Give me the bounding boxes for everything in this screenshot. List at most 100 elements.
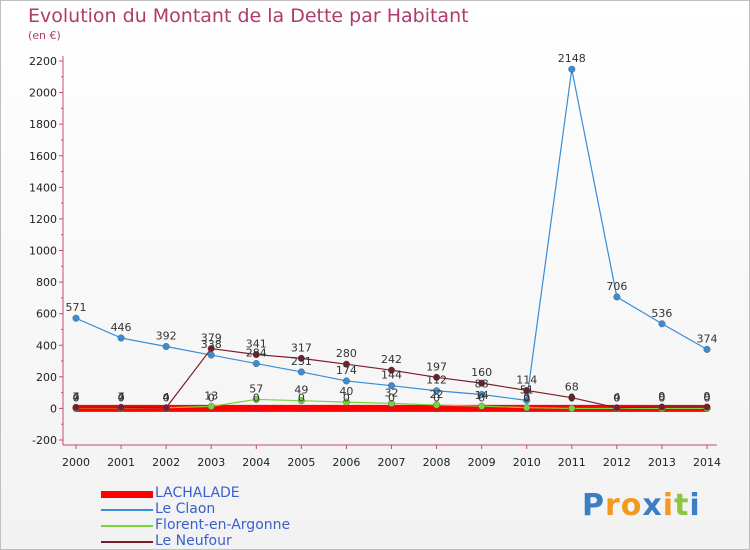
legend-label: Le Claon bbox=[155, 501, 216, 517]
chart-title: Evolution du Montant de la Dette par Hab… bbox=[28, 5, 469, 27]
logo-letter: r bbox=[605, 488, 621, 523]
data-point-2 bbox=[478, 402, 486, 410]
logo-letter: i bbox=[689, 488, 701, 523]
data-label-1: 88 bbox=[475, 378, 489, 391]
data-label-0: 0 bbox=[704, 391, 711, 404]
data-point-3 bbox=[568, 394, 576, 402]
y-tick-label: 1200 bbox=[29, 213, 57, 226]
data-label-1: 51 bbox=[520, 383, 534, 396]
data-label-1: 446 bbox=[111, 321, 132, 334]
y-tick-label: 600 bbox=[36, 308, 57, 321]
data-point-1 bbox=[162, 343, 170, 351]
data-label-1: 536 bbox=[651, 307, 672, 320]
data-label-3: 4 bbox=[613, 391, 620, 404]
legend-swatch bbox=[101, 509, 153, 511]
data-point-2 bbox=[252, 395, 260, 403]
data-point-3 bbox=[433, 373, 441, 381]
data-point-2 bbox=[297, 397, 305, 405]
data-point-1 bbox=[658, 320, 666, 328]
data-label-2: 0 bbox=[658, 391, 665, 404]
data-label-3: 197 bbox=[426, 360, 447, 373]
data-label-1: 112 bbox=[426, 374, 447, 387]
data-label-2: 5 bbox=[523, 391, 530, 404]
x-tick-label: 2010 bbox=[513, 456, 541, 469]
data-label-1: 571 bbox=[66, 301, 87, 314]
data-label-0: 0 bbox=[208, 391, 215, 404]
logo-letter: t bbox=[674, 488, 690, 523]
x-tick-label: 2013 bbox=[648, 456, 676, 469]
data-label-1: 174 bbox=[336, 364, 357, 377]
y-tick-label: 2000 bbox=[29, 87, 57, 100]
data-label-2: 22 bbox=[430, 388, 444, 401]
x-tick-label: 2004 bbox=[242, 456, 270, 469]
logo-letter: P bbox=[582, 488, 605, 523]
data-point-3 bbox=[658, 403, 666, 411]
data-label-0: 0 bbox=[298, 391, 305, 404]
data-point-2 bbox=[342, 398, 350, 406]
data-label-3: 7 bbox=[118, 390, 125, 403]
data-label-2: 4 bbox=[163, 391, 170, 404]
legend-swatch bbox=[101, 490, 153, 498]
data-label-0: 0 bbox=[613, 391, 620, 404]
legend-swatch bbox=[101, 541, 153, 543]
data-point-0 bbox=[342, 404, 350, 412]
data-point-1 bbox=[207, 351, 215, 359]
data-label-2: 49 bbox=[294, 384, 308, 397]
data-label-1: 392 bbox=[156, 330, 177, 343]
data-point-2 bbox=[433, 401, 441, 409]
legend-label: Le Neufour bbox=[155, 533, 232, 549]
data-point-1 bbox=[613, 293, 621, 301]
chart-subtitle: (en €) bbox=[28, 29, 61, 42]
data-point-3 bbox=[342, 360, 350, 368]
logo-letter: x bbox=[642, 488, 663, 523]
data-point-3 bbox=[523, 386, 531, 394]
data-label-1: 706 bbox=[606, 280, 627, 293]
data-point-1 bbox=[523, 396, 531, 404]
y-tick-label: 800 bbox=[36, 276, 57, 289]
y-tick-label: 0 bbox=[50, 402, 57, 415]
data-point-3 bbox=[703, 403, 711, 411]
x-tick-label: 2009 bbox=[468, 456, 496, 469]
data-label-2: 57 bbox=[249, 382, 263, 395]
data-point-1 bbox=[117, 334, 125, 342]
data-label-3: 9 bbox=[704, 390, 711, 403]
x-tick-label: 2005 bbox=[287, 456, 315, 469]
x-tick-label: 2012 bbox=[603, 456, 631, 469]
data-label-0: 0 bbox=[388, 391, 395, 404]
data-label-1: 374 bbox=[697, 332, 718, 345]
data-label-3: 341 bbox=[246, 338, 267, 351]
y-tick-label: 1600 bbox=[29, 150, 57, 163]
data-label-1: 284 bbox=[246, 347, 267, 360]
data-point-2 bbox=[388, 399, 396, 407]
data-point-2 bbox=[568, 404, 576, 412]
data-point-3 bbox=[72, 403, 80, 411]
data-label-3: 4 bbox=[163, 391, 170, 404]
data-point-0 bbox=[252, 404, 260, 412]
logo-letter: o bbox=[620, 488, 643, 523]
data-label-2: 13 bbox=[204, 389, 218, 402]
data-label-3: 114 bbox=[516, 373, 537, 386]
data-label-3: 379 bbox=[201, 332, 222, 345]
data-point-2 bbox=[523, 404, 531, 412]
data-label-0: 0 bbox=[73, 391, 80, 404]
y-tick-label: 2200 bbox=[29, 55, 57, 68]
data-label-2: 0 bbox=[613, 391, 620, 404]
data-label-2: 40 bbox=[339, 385, 353, 398]
data-point-1 bbox=[478, 391, 486, 399]
x-tick-label: 2003 bbox=[197, 456, 225, 469]
data-point-1 bbox=[342, 377, 350, 385]
x-tick-label: 2006 bbox=[332, 456, 360, 469]
x-tick-label: 2008 bbox=[423, 456, 451, 469]
series-line-1 bbox=[75, 68, 708, 401]
x-tick-label: 2011 bbox=[558, 456, 586, 469]
legend-label: Florent-en-Argonne bbox=[155, 517, 291, 533]
data-label-2: 32 bbox=[385, 386, 399, 399]
y-tick-label: 1400 bbox=[29, 181, 57, 194]
data-label-1: 231 bbox=[291, 355, 312, 368]
data-point-3 bbox=[388, 366, 396, 374]
data-point-1 bbox=[297, 368, 305, 376]
y-tick-label: 1800 bbox=[29, 118, 57, 131]
data-label-2: 0 bbox=[568, 391, 575, 404]
data-label-3: 68 bbox=[565, 381, 579, 394]
